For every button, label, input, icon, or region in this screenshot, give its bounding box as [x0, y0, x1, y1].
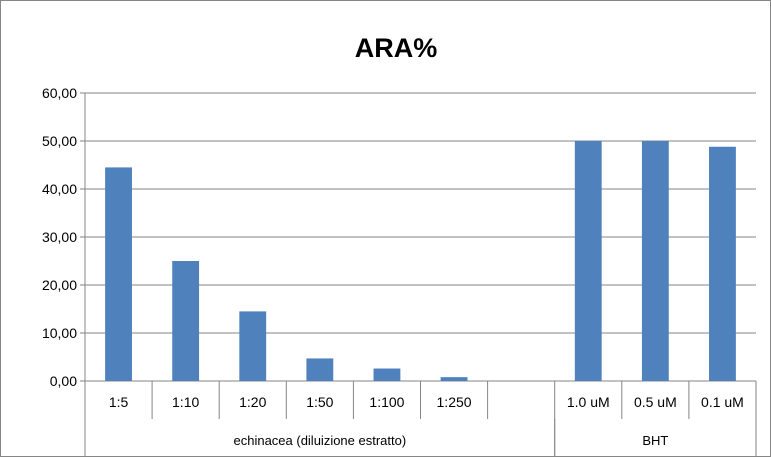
- category-label: 0.5 uM: [634, 394, 677, 410]
- bar: [709, 146, 736, 381]
- category-label: 1:5: [109, 394, 129, 410]
- y-tick-label: 40,00: [42, 181, 77, 197]
- bar: [105, 167, 132, 381]
- y-tick-label: 50,00: [42, 133, 77, 149]
- group-label: BHT: [642, 433, 668, 448]
- group-label: echinacea (diluizione estratto): [233, 433, 406, 448]
- bar: [574, 141, 602, 381]
- y-tick-label: 0,00: [50, 373, 77, 389]
- category-label: 1:100: [369, 394, 404, 410]
- y-tick-label: 60,00: [42, 85, 77, 101]
- category-label: 1:50: [306, 394, 333, 410]
- bar: [373, 368, 401, 381]
- bar: [172, 261, 200, 381]
- y-tick-label: 20,00: [42, 277, 77, 293]
- category-label: 1:20: [239, 394, 266, 410]
- bars: [105, 141, 736, 381]
- bar: [440, 377, 468, 381]
- y-tick-label: 10,00: [42, 325, 77, 341]
- y-tick-label: 30,00: [42, 229, 77, 245]
- chart-title: ARA%: [355, 33, 438, 63]
- bar: [239, 311, 267, 381]
- category-label: 1:250: [437, 394, 472, 410]
- y-axis-ticks: 0,00 10,00 20,00 30,00 40,00 50,00 60,00: [42, 85, 77, 389]
- category-label: 1.0 uM: [567, 394, 610, 410]
- bar: [306, 358, 334, 381]
- category-label: 1:10: [172, 394, 199, 410]
- category-axis: 1:5 1:10 1:20 1:50 1:100 1:250 1.0 uM 0.5 uM 0.1…: [84, 381, 757, 456]
- category-label: 0.1 uM: [701, 394, 744, 410]
- bar: [641, 141, 669, 381]
